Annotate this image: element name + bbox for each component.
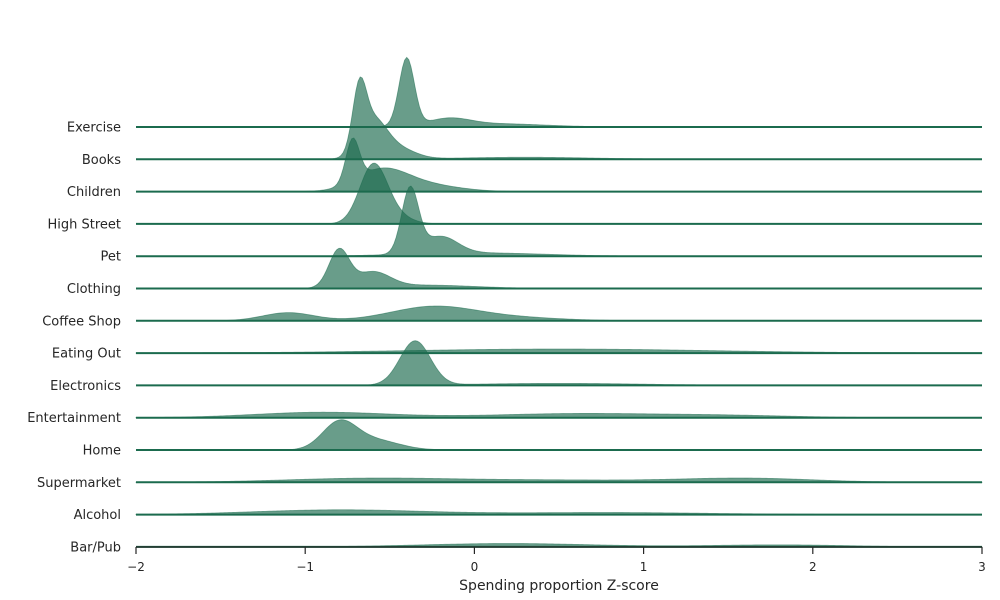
x-tick-label: 2 — [809, 560, 817, 574]
category-label-clothing: Clothing — [67, 282, 121, 297]
x-axis: −2 −1 0 1 2 3 — [127, 546, 986, 574]
x-tick-label: 1 — [640, 560, 648, 574]
category-label-supermarket: Supermarket — [37, 476, 121, 491]
ridge-children — [136, 137, 982, 193]
ridge-pet — [136, 185, 982, 258]
category-label-electronics: Electronics — [50, 379, 121, 394]
category-label-books: Books — [82, 153, 121, 168]
category-label-children: Children — [67, 185, 121, 200]
ridge-electronics — [136, 340, 982, 387]
x-tick-label: −1 — [296, 560, 314, 574]
ridge-coffee-shop — [136, 305, 982, 322]
ridge-area-children — [136, 137, 982, 192]
x-ticks-group: −2 −1 0 1 2 3 — [127, 547, 986, 574]
category-label-pet: Pet — [101, 250, 121, 265]
category-label-eating-out: Eating Out — [52, 347, 121, 362]
ridge-alcohol — [135, 509, 982, 516]
ridges-group — [135, 56, 983, 548]
ridge-area-supermarket — [135, 477, 983, 483]
ridge-supermarket — [135, 477, 983, 484]
ridge-area-exercise — [136, 56, 982, 128]
ridge-clothing — [136, 247, 982, 290]
ridge-area-pet — [136, 185, 982, 257]
category-label-bar-pub: Bar/Pub — [70, 540, 121, 555]
x-tick-label: −2 — [127, 560, 145, 574]
ridge-area-high-street — [136, 162, 982, 225]
ridge-eating-out — [135, 348, 983, 355]
x-tick-label: 3 — [978, 560, 986, 574]
ridge-area-books — [136, 76, 982, 160]
category-label-home: Home — [83, 444, 121, 459]
ridge-home — [136, 419, 982, 451]
ridge-area-electronics — [136, 340, 982, 386]
category-label-entertainment: Entertainment — [27, 411, 121, 426]
category-labels-group: Exercise Books Children High Street Pet Cloth… — [27, 121, 121, 556]
ridge-high-street — [136, 162, 982, 225]
ridge-exercise — [136, 56, 982, 128]
ridge-books — [136, 76, 982, 161]
category-label-high-street: High Street — [47, 217, 121, 232]
x-axis-title: Spending proportion Z-score — [459, 578, 659, 594]
category-label-alcohol: Alcohol — [74, 508, 121, 523]
ridge-area-coffee-shop — [136, 305, 982, 322]
ridge-bar-pub — [136, 543, 983, 548]
category-label-exercise: Exercise — [67, 121, 121, 136]
x-tick-label: 0 — [471, 560, 479, 574]
ridge-entertainment — [135, 411, 982, 419]
category-label-coffee-shop: Coffee Shop — [42, 314, 121, 329]
ridge-area-home — [136, 419, 982, 451]
